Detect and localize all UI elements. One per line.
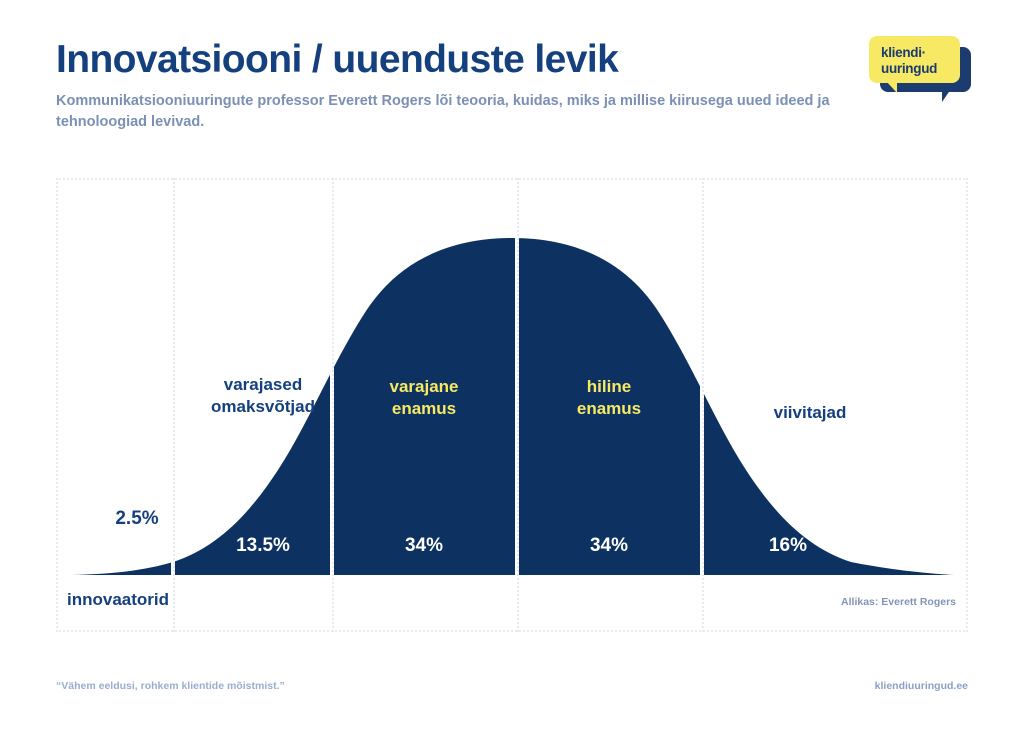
segment-label-innovators: innovaatorid [67, 590, 170, 609]
logo-speech-bubble-icon [869, 36, 960, 83]
grid-line-v-0 [56, 178, 58, 632]
chart-frame: varajased omaksvõtjad varajane enamus hi… [56, 178, 968, 632]
footer-website[interactable]: kliendiuuringud.ee [874, 680, 968, 692]
segment-percent-innovators: 2.5% [115, 508, 159, 529]
grid-line-v-2 [332, 178, 334, 632]
segment-label-late-majority-line1: hiline [586, 377, 632, 396]
bell-curve-chart [70, 238, 954, 575]
grid-line-v-1 [173, 178, 175, 632]
header: Innovatsiooni / uuenduste levik Kommunik… [56, 38, 856, 133]
page-subtitle: Kommunikatsiooniuuringute professor Ever… [56, 92, 830, 130]
segment-label-laggards-line1: viivitajad [773, 403, 847, 422]
segment-percent-laggards: 16% [768, 535, 808, 556]
segment-percent-early-majority: 34% [404, 535, 444, 556]
grid-line-top [56, 178, 968, 180]
segment-label-early-adopters-line2: omaksvõtjad [211, 396, 315, 416]
segment-label-early-majority: varajane enamus [354, 376, 494, 420]
segment-label-late-majority: hiline enamus [539, 376, 679, 420]
segment-label-early-adopters-line1: varajased [223, 375, 303, 394]
grid-line-bottom [56, 630, 968, 632]
grid-line-v-4 [702, 178, 704, 632]
segment-percent-early-adopters: 13.5% [236, 535, 290, 556]
logo-text-line1: kliendi· [881, 45, 926, 60]
segment-percent-late-majority: 34% [589, 535, 629, 556]
logo-shadow-tail-icon [942, 89, 955, 102]
segment-label-early-majority-line2: enamus [391, 398, 457, 418]
segment-label-late-majority-line2: enamus [576, 398, 642, 418]
logo-text: kliendi· uuringud [881, 45, 937, 78]
logo-bubble-tail-icon [881, 81, 897, 93]
segment-label-laggards: viivitajad [730, 402, 890, 424]
segment-label-early-majority-line1: varajane [389, 377, 459, 396]
chart-source: Allikas: Everett Rogers [841, 596, 956, 608]
segment-label-early-adopters: varajased omaksvõtjad [193, 374, 333, 418]
page-title: Innovatsiooni / uuenduste levik [56, 38, 619, 81]
logo-text-line2: uuringud [881, 61, 938, 77]
grid-line-v-3 [517, 178, 519, 632]
footer-tagline: “Vähem eeldusi, rohkem klientide mõistmi… [56, 680, 285, 692]
brand-logo[interactable]: kliendi· uuringud [869, 36, 975, 102]
grid-line-v-5 [966, 178, 968, 632]
